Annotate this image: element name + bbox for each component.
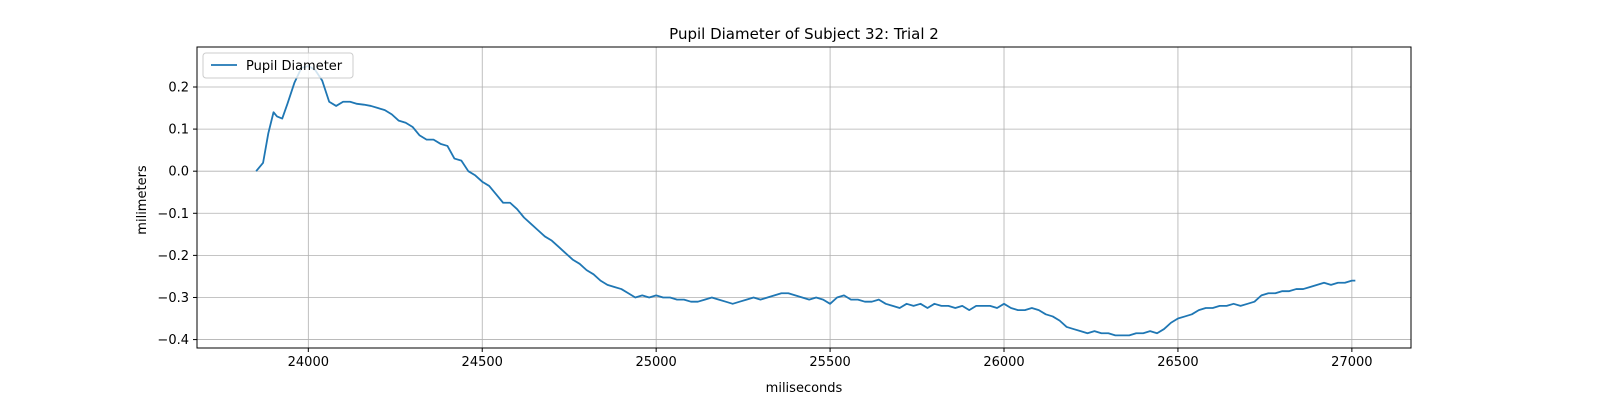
axes-frame xyxy=(196,46,1412,349)
y-tick-label: −0.2 xyxy=(157,249,189,264)
x-tick-label: 25000 xyxy=(635,355,676,370)
y-tick-label: −0.4 xyxy=(157,333,189,348)
chart-title: Pupil Diameter of Subject 32: Trial 2 xyxy=(669,25,939,43)
legend-label-pupil-diameter: Pupil Diameter xyxy=(246,59,343,74)
legend-frame xyxy=(202,52,354,79)
x-tick-label: 24500 xyxy=(462,355,503,370)
legend: Pupil Diameter xyxy=(202,52,354,79)
plot-area: 24000 24500 25000 25500 26000 26500 27000 −0.4 −… xyxy=(157,46,1412,370)
y-tick-label: 0.0 xyxy=(168,165,189,180)
y-tick-label: 0.2 xyxy=(168,80,189,95)
y-axis-label: milimeters xyxy=(135,165,150,235)
x-tick-label: 24000 xyxy=(288,355,329,370)
x-tick-label: 27000 xyxy=(1331,355,1372,370)
x-axis-label: miliseconds xyxy=(766,381,843,396)
x-tick-label: 25500 xyxy=(809,355,850,370)
series-line-pupil-diameter xyxy=(255,65,1356,337)
y-tick-label: 0.1 xyxy=(168,123,189,138)
y-tick-label: −0.1 xyxy=(157,207,189,222)
y-tick-label: −0.3 xyxy=(157,291,189,306)
x-tick-label: 26000 xyxy=(983,355,1024,370)
x-tick-label: 26500 xyxy=(1157,355,1198,370)
